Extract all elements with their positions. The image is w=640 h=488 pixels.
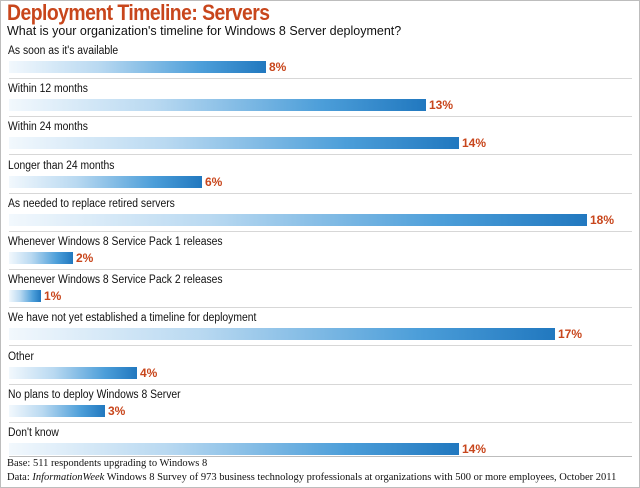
bar — [9, 404, 105, 417]
bar — [9, 175, 202, 188]
category-label: We have not yet established a timeline f… — [8, 312, 257, 325]
bar — [9, 252, 73, 264]
row-divider — [9, 345, 632, 347]
category-label: As soon as it's available — [8, 45, 119, 57]
value-label: 8% — [269, 60, 287, 74]
category-label: Whenever Windows 8 Service Pack 1 releas… — [8, 236, 223, 248]
category-label: Other — [8, 350, 34, 363]
bar — [9, 99, 426, 112]
value-label: 13% — [429, 98, 454, 113]
row-divider — [9, 421, 632, 423]
footer-base: Base: 511 respondents upgrading to Windo… — [7, 458, 208, 469]
value-label: 18% — [590, 212, 615, 227]
value-label: 1% — [44, 289, 62, 304]
value-label: 14% — [462, 442, 487, 456]
category-label: As needed to replace retired servers — [8, 197, 175, 210]
footer-data-suffix: Windows 8 Survey of 973 business technol… — [104, 472, 617, 483]
category-label: Whenever Windows 8 Service Pack 2 releas… — [8, 274, 223, 287]
row-divider — [9, 383, 632, 385]
bar — [9, 213, 587, 226]
footer-publication: InformationWeek — [32, 472, 105, 483]
row-divider — [9, 192, 632, 194]
category-label: Don't know — [8, 427, 59, 439]
category-label: Longer than 24 months — [8, 159, 115, 172]
value-label: 4% — [140, 365, 158, 380]
category-label: Within 12 months — [8, 83, 88, 96]
bar — [9, 366, 137, 379]
footer-data-source: Data: InformationWeek Windows 8 Survey o… — [7, 472, 616, 483]
chart-subtitle: What is your organization's timeline for… — [7, 24, 402, 38]
bar — [9, 137, 459, 150]
value-label: 2% — [76, 251, 94, 265]
bar — [9, 443, 459, 455]
chart-bottom-rule — [9, 456, 632, 457]
bar — [9, 290, 41, 303]
category-label: No plans to deploy Windows 8 Server — [8, 388, 181, 401]
row-divider — [9, 230, 632, 232]
row-divider — [9, 307, 632, 309]
bar — [9, 61, 266, 73]
value-label: 3% — [108, 403, 126, 418]
value-label: 17% — [558, 327, 583, 342]
footer-data-prefix: Data: — [7, 472, 33, 483]
value-label: 14% — [462, 136, 487, 151]
chart-title: Deployment Timeline: Servers — [7, 0, 270, 25]
row-divider — [9, 116, 632, 118]
row-divider — [9, 154, 632, 156]
row-divider — [9, 78, 632, 79]
value-label: 6% — [205, 174, 223, 189]
category-label: Within 24 months — [8, 121, 88, 134]
row-divider — [9, 269, 632, 270]
bar — [9, 328, 555, 341]
